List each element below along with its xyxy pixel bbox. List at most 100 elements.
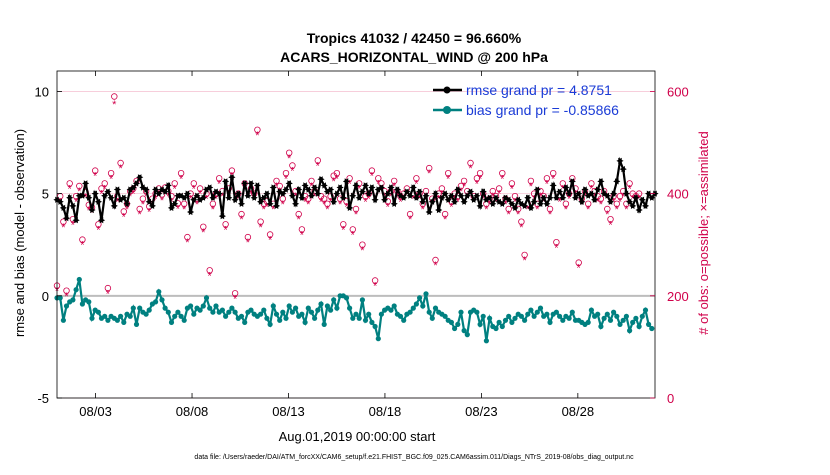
obs-assimilated-point: * bbox=[437, 194, 442, 206]
obs-possible-point bbox=[171, 180, 178, 187]
obs-possible-point bbox=[406, 210, 414, 218]
rmse-series-point bbox=[610, 190, 618, 197]
bias-series-point bbox=[423, 291, 429, 297]
rmse-series-point bbox=[508, 200, 516, 207]
bias-series-point bbox=[534, 309, 540, 315]
rmse-series-point bbox=[113, 186, 121, 193]
bias-series-point bbox=[601, 315, 607, 321]
bias-series-point bbox=[197, 307, 203, 313]
rmse-series-point bbox=[355, 194, 363, 201]
obs-assimilated-point: * bbox=[258, 222, 263, 234]
bias-series-point bbox=[286, 303, 292, 309]
obs-possible-point bbox=[607, 215, 614, 223]
bias-series-point bbox=[512, 315, 518, 321]
bias-series-point bbox=[172, 313, 178, 319]
rmse-series-point bbox=[132, 180, 141, 187]
bias-series-point bbox=[308, 309, 315, 315]
bias-series-point bbox=[79, 301, 85, 307]
obs-possible-point bbox=[168, 192, 175, 200]
rmse-series-point bbox=[231, 196, 239, 203]
bias-series-point bbox=[191, 311, 197, 317]
bias-series-point bbox=[509, 319, 515, 325]
obs-assimilated-point: * bbox=[201, 227, 206, 239]
rmse-series-point bbox=[107, 194, 115, 201]
rmse-series-point bbox=[327, 186, 335, 193]
bias-series-point bbox=[617, 321, 623, 327]
rmse-series-point bbox=[161, 188, 169, 195]
rmse-series-point bbox=[199, 194, 207, 201]
bias-series-point bbox=[499, 323, 505, 330]
obs-assimilated-point: * bbox=[475, 178, 480, 190]
obs-assimilated-point: * bbox=[608, 219, 613, 231]
obs-assimilated-point: * bbox=[615, 204, 620, 216]
bias-series-point bbox=[293, 305, 299, 311]
rmse-series-point bbox=[447, 192, 455, 199]
rmse-series-point bbox=[82, 180, 90, 187]
rmse-series-point bbox=[307, 192, 316, 199]
bias-series-point bbox=[219, 307, 225, 313]
obs-assimilated-point: * bbox=[599, 199, 604, 211]
rmse-series-point bbox=[142, 186, 150, 193]
rmse-series-point bbox=[559, 194, 567, 201]
rmse-series-point bbox=[641, 202, 650, 209]
obs-assimilated-point: * bbox=[507, 209, 512, 221]
obs-assimilated-point: * bbox=[627, 184, 632, 196]
bias-series-point bbox=[137, 305, 143, 311]
obs-assimilated-point: * bbox=[316, 161, 321, 173]
obs-assimilated-point: * bbox=[513, 196, 518, 208]
obs-assimilated-point: * bbox=[621, 191, 626, 203]
obs-assimilated-point: * bbox=[344, 201, 349, 213]
obs-assimilated-point: * bbox=[332, 176, 337, 188]
obs-assimilated-point: * bbox=[395, 191, 400, 203]
obs-assimilated-point: * bbox=[522, 255, 527, 267]
rmse-series-point bbox=[498, 200, 506, 207]
rmse-series-point bbox=[269, 184, 277, 191]
bias-series-point bbox=[378, 311, 384, 317]
rmse-series-point bbox=[85, 194, 93, 201]
rmse-series-point bbox=[202, 186, 211, 193]
rmse-series-point bbox=[638, 196, 646, 203]
rmse-series-point bbox=[600, 190, 608, 197]
rmse-series-point bbox=[594, 186, 602, 193]
rmse-series-point bbox=[336, 184, 344, 191]
obs-assimilated-point: * bbox=[182, 204, 187, 216]
bias-series-point bbox=[620, 317, 626, 323]
bias-series-point bbox=[442, 313, 448, 319]
rmse-series-point bbox=[565, 190, 573, 197]
obs-assimilated-point: * bbox=[93, 171, 98, 183]
obs-possible-point bbox=[518, 218, 525, 225]
bias-series-point bbox=[121, 319, 127, 325]
obs-assimilated-point: * bbox=[144, 191, 149, 203]
bias-series-point bbox=[315, 307, 321, 313]
x-tick-label: 08/08 bbox=[176, 404, 209, 419]
rmse-series-point bbox=[257, 198, 265, 205]
bias-series-point bbox=[118, 313, 124, 319]
obs-assimilated-point: * bbox=[373, 281, 378, 293]
obs-assimilated-point: * bbox=[516, 209, 521, 221]
obs-assimilated-point: * bbox=[583, 191, 588, 203]
rmse-series-point bbox=[110, 202, 118, 209]
obs-assimilated-point: * bbox=[417, 194, 422, 206]
rmse-series-point bbox=[517, 200, 525, 207]
obs-assimilated-point: * bbox=[567, 194, 572, 206]
obs-assimilated-point: * bbox=[433, 260, 438, 272]
bias-series-point bbox=[417, 295, 423, 301]
rmse-series-point bbox=[190, 196, 198, 203]
obs-possible-point bbox=[321, 195, 328, 202]
obs-possible-point bbox=[314, 157, 321, 164]
rmse-series-point bbox=[540, 194, 548, 201]
rmse-series-point bbox=[451, 198, 459, 205]
rmse-series-point bbox=[263, 190, 271, 197]
rmse-series-point bbox=[435, 206, 443, 214]
bias-series-point bbox=[114, 317, 120, 323]
rmse-series-point bbox=[209, 194, 217, 201]
rmse-series-point bbox=[72, 217, 80, 224]
rmse-series-point bbox=[489, 200, 497, 207]
obs-assimilated-point: * bbox=[338, 199, 343, 211]
bias-series-point bbox=[359, 297, 365, 303]
bias-series-point bbox=[86, 299, 92, 305]
rmse-series-point bbox=[400, 194, 408, 201]
obs-assimilated-point: * bbox=[414, 178, 419, 190]
